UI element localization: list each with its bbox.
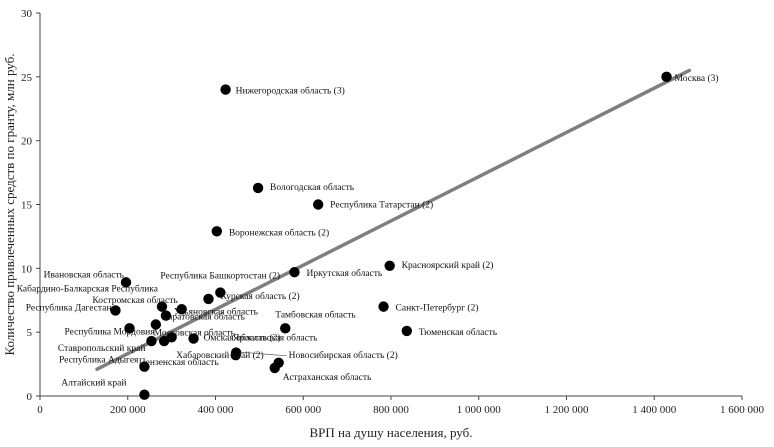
x-tick-label: 800 000	[373, 404, 409, 416]
data-point	[211, 226, 223, 237]
y-tick-label: 5	[27, 327, 33, 339]
data-point	[120, 277, 132, 288]
x-tick-label: 1 400 000	[632, 404, 677, 416]
point-label: Республика Мордовия	[65, 326, 156, 337]
point-label: Курская область (2)	[220, 291, 299, 302]
trendline-layer	[95, 68, 692, 371]
data-point	[150, 319, 162, 330]
x-tick-label: 400 000	[198, 404, 234, 416]
point-label: Вологодская область	[270, 182, 355, 193]
point-label: Омская область (2)	[204, 333, 281, 344]
data-point	[384, 260, 395, 271]
point-label: Тюменская область	[419, 327, 498, 338]
data-point	[378, 301, 389, 312]
point-label: Иркутская область	[306, 268, 382, 279]
data-point	[139, 361, 150, 372]
point-label: Новосибирская область (2)	[289, 350, 398, 361]
point-label: Хабаровский край (2)	[176, 350, 264, 361]
label-leader-line	[240, 351, 287, 357]
data-point	[252, 182, 264, 194]
data-point	[110, 305, 121, 316]
data-point	[124, 323, 135, 334]
data-point	[220, 84, 231, 95]
data-point	[146, 335, 157, 347]
y-tick-label: 25	[21, 72, 33, 84]
trendline	[95, 68, 692, 371]
point-label: Нижегородская область (3)	[236, 86, 345, 97]
point-label: Ярославская область	[233, 333, 318, 344]
data-point	[312, 199, 324, 210]
point-label: Кабардино-Балкарская Республика	[17, 284, 159, 295]
data-point	[289, 266, 300, 278]
x-axis-title: ВРП на душу населения, руб.	[310, 425, 473, 440]
point-label: Красноярский край (2)	[402, 260, 494, 271]
point-label: Республика Татарстан (2)	[330, 200, 433, 211]
point-label: Воронежская область (2)	[229, 227, 329, 238]
x-tick-label: 0	[37, 404, 43, 416]
data-point	[203, 293, 214, 305]
y-axis-title: Количество привлеченных средств по грант…	[2, 54, 17, 356]
point-label: Ульяновская область	[174, 307, 259, 318]
data-point	[158, 335, 170, 347]
point-label: Республика Адыгея	[59, 355, 139, 366]
point-label: Алтайский край	[61, 378, 126, 389]
data-point	[160, 310, 172, 321]
data-point	[139, 389, 150, 400]
data-point	[215, 287, 226, 298]
x-tick-label: 1 000 000	[457, 404, 502, 416]
x-tick-label: 1 600 000	[720, 404, 765, 416]
point-label: Пензенская область	[139, 357, 220, 368]
x-tick-label: 600 000	[285, 404, 321, 416]
point-label: Москва (3)	[675, 73, 719, 84]
y-tick-label: 20	[21, 136, 33, 148]
data-point	[401, 325, 412, 337]
data-point	[661, 71, 672, 83]
point-label: Ставропольский край	[58, 343, 146, 354]
point-labels-layer: Москва (3) Нижегородская область (3) Волог…	[17, 73, 719, 389]
data-point	[156, 301, 168, 312]
y-tick-label: 30	[21, 8, 33, 20]
point-label: Санкт-Петербург (2)	[396, 303, 479, 314]
data-point	[230, 349, 241, 361]
data-point	[176, 303, 187, 315]
point-label: Ивановская область	[44, 269, 125, 280]
y-tick-label: 15	[21, 200, 33, 212]
point-label: Астраханская область	[283, 372, 372, 383]
point-label: Тамбовская область	[275, 309, 356, 320]
data-point	[280, 323, 291, 334]
x-tick-label: 200 000	[110, 404, 146, 416]
y-tick-label: 10	[21, 263, 33, 275]
data-point	[269, 362, 280, 374]
point-label: Костромская область	[92, 295, 178, 306]
point-label: Саратовская область	[162, 312, 246, 323]
point-label: Московская область	[154, 327, 236, 338]
point-label: Республика Дагестан	[26, 302, 112, 313]
data-point	[188, 333, 199, 344]
axes-layer: 0 200 000 400 000 600 000 800 000 1 000 000 1 …	[21, 8, 765, 416]
y-tick-label: 0	[27, 391, 33, 403]
point-label: Республика Башкортостан (2)	[160, 271, 280, 282]
points-layer	[110, 71, 672, 400]
x-tick-label: 1 200 000	[545, 404, 590, 416]
